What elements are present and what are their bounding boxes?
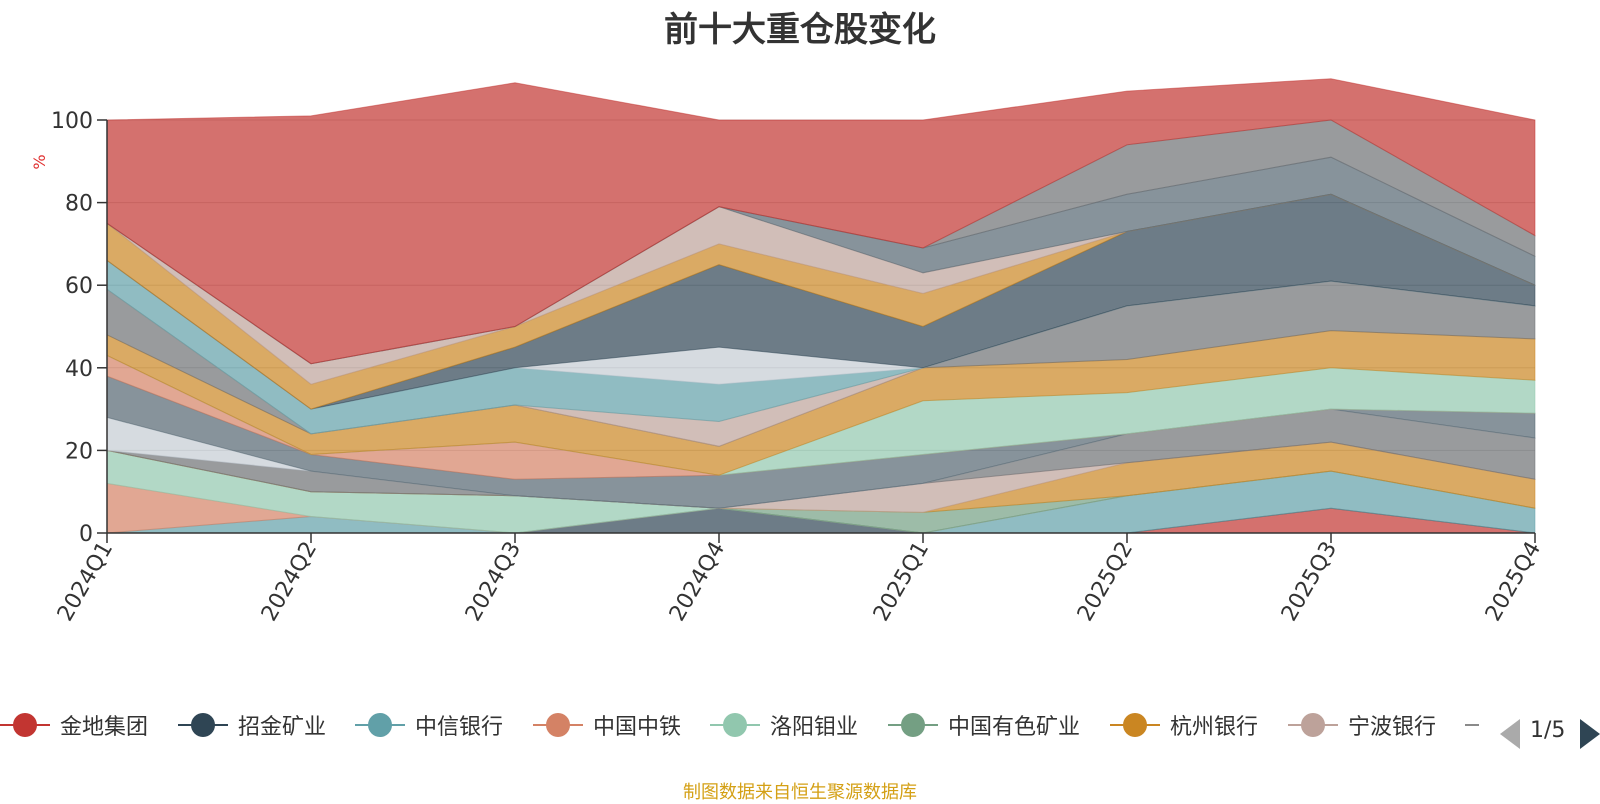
legend-item[interactable]: 宁波银行: [1288, 705, 1436, 745]
legend-marker-icon: [1110, 710, 1160, 740]
y-tick-label: 20: [65, 439, 93, 464]
chart-title: 前十大重仓股变化: [664, 10, 936, 50]
legend-item[interactable]: 招金矿业: [178, 705, 326, 745]
legend-overflow-marker: [1465, 724, 1479, 726]
x-tick-label: 2025Q1: [869, 538, 934, 626]
legend-marker-icon: [533, 710, 583, 740]
legend-marker-icon: [888, 710, 938, 740]
x-tick-label: 2025Q4: [1481, 538, 1546, 626]
legend-item[interactable]: 金地集团: [0, 705, 148, 745]
legend-label: 中国有色矿业: [948, 715, 1081, 740]
legend-label: 洛阳钼业: [770, 715, 859, 740]
x-tick-label: 2024Q4: [665, 538, 730, 626]
legend-label: 招金矿业: [238, 715, 327, 740]
legend-prev-page-icon[interactable]: [1500, 719, 1520, 749]
x-tick-label: 2024Q1: [53, 538, 118, 626]
legend-marker-icon: [1288, 710, 1338, 740]
stacked-area-chart: 0 20 40 60 80 100 2024Q1 2024Q2 2024Q3 2024Q4 2025…: [30, 78, 1546, 626]
y-tick-label: 60: [65, 274, 93, 299]
legend-marker-icon: [178, 710, 228, 740]
legend-item[interactable]: 中国有色矿业: [888, 705, 1080, 745]
legend-label: 中国中铁: [593, 715, 682, 740]
legend-marker-icon: [0, 710, 50, 740]
y-tick-label: 40: [65, 357, 93, 382]
x-tick-label: 2025Q3: [1277, 538, 1342, 626]
x-tick-label: 2024Q2: [257, 538, 322, 626]
y-tick-label: 0: [79, 522, 93, 547]
legend-label: 中信银行: [415, 715, 504, 740]
legend-marker-icon: [710, 710, 760, 740]
legend-label: 金地集团: [60, 715, 149, 740]
legend-marker-icon: [355, 710, 405, 740]
y-tick-label: 100: [51, 109, 93, 134]
legend-label: 杭州银行: [1170, 715, 1259, 740]
source-note: 制图数据来自恒生聚源数据库: [683, 782, 917, 803]
y-axis-label: %: [30, 154, 49, 169]
legend-label: 宁波银行: [1348, 715, 1437, 740]
legend-item[interactable]: 中信银行: [355, 705, 503, 745]
legend: 金地集团 招金矿业 中信银行 中国中铁 洛阳钼业 中国有色矿业 杭州银行 宁波银行: [0, 705, 1600, 745]
legend-item[interactable]: 洛阳钼业: [710, 705, 858, 745]
y-tick-label: 80: [65, 192, 93, 217]
legend-item[interactable]: 中国中铁: [533, 705, 681, 745]
legend-item[interactable]: 杭州银行: [1110, 705, 1258, 745]
x-tick-label: 2024Q3: [461, 538, 526, 626]
legend-page-indicator: 1/5: [1530, 718, 1566, 743]
area-series-group: [106, 78, 1536, 534]
area-series-23[interactable]: [106, 78, 1536, 365]
x-tick-label: 2025Q2: [1073, 538, 1138, 626]
legend-next-page-icon[interactable]: [1580, 719, 1600, 749]
